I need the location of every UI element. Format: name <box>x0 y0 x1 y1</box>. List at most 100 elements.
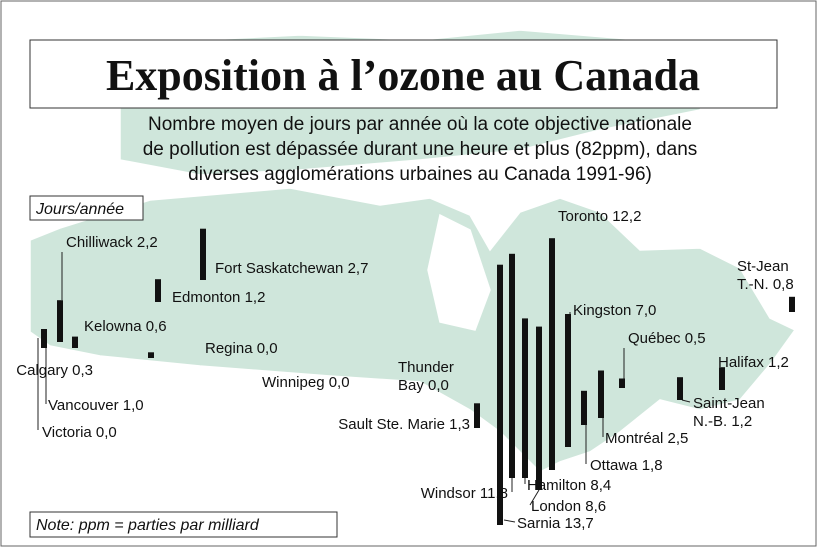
bar <box>509 253 515 478</box>
city-name: Toronto <box>558 208 608 225</box>
note-box <box>29 511 338 538</box>
city-label: London 8,6 <box>531 498 606 515</box>
subtitle-line: de pollution est dépassée durant une heu… <box>143 139 698 160</box>
bar <box>148 352 154 358</box>
unit-box <box>29 195 144 221</box>
city-label: Sault Ste. Marie 1,3 <box>338 416 470 433</box>
city-name: Bay <box>398 377 424 394</box>
bar <box>789 296 795 312</box>
city-name: Saint-Jean <box>693 395 765 412</box>
city-name: St-Jean <box>737 258 789 275</box>
value-label: 0,6 <box>146 318 167 335</box>
bar <box>536 326 542 490</box>
city-label: Windsor 11,8 <box>421 485 508 502</box>
city-name: Montréal <box>605 430 663 447</box>
city-label: Ottawa 1,8 <box>590 457 663 474</box>
value-label: 0,8 <box>773 276 794 293</box>
city-name: Hamilton <box>527 477 586 494</box>
bar <box>522 318 528 478</box>
bar <box>72 336 78 348</box>
city-name: Vancouver <box>48 397 119 414</box>
city-label: Edmonton 1,2 <box>172 289 265 306</box>
city-label: St-Jean T.-N. 0,8 <box>737 258 794 293</box>
value-label: 0,3 <box>72 362 93 379</box>
city-name: London <box>531 498 581 515</box>
leader-line <box>503 519 516 523</box>
city-marks: Victoria 0,0 Vancouver 1,0 Chilliwack 2,2 K… <box>16 208 795 532</box>
city-name: Halifax <box>718 354 764 371</box>
note: Note: ppm = parties par milliard <box>36 517 260 534</box>
bar <box>200 228 206 280</box>
city-name: Fort Saskatchewan <box>215 260 343 277</box>
value-label: 1,2 <box>768 354 789 371</box>
city-label: Winnipeg 0,0 <box>262 374 350 391</box>
value-label: 1,8 <box>642 457 663 474</box>
value-label: 2,5 <box>668 430 689 447</box>
city-name: Sarnia <box>517 515 561 532</box>
value-label: 8,6 <box>585 498 606 515</box>
value-label: 0,0 <box>257 340 278 357</box>
city-name: Ottawa <box>590 457 638 474</box>
city-label: Toronto 12,2 <box>558 208 641 225</box>
value-label: 0,0 <box>96 424 117 441</box>
city-name: Victoria <box>42 424 92 441</box>
value-label: 1,2 <box>731 413 752 430</box>
bar <box>497 264 503 525</box>
subtitle: Nombre moyen de jours par année où la co… <box>143 114 698 185</box>
value-label: 1,3 <box>449 416 470 433</box>
subtitle-line: diverses agglomérations urbaines au Cana… <box>188 164 652 185</box>
city-label: Kelowna 0,6 <box>84 318 167 335</box>
city-name: Winnipeg <box>262 374 325 391</box>
value-label: 0,5 <box>685 330 706 347</box>
city-name: N.-B. <box>693 413 727 430</box>
city-label: Fort Saskatchewan 2,7 <box>215 260 368 277</box>
city-name: T.-N. <box>737 276 769 293</box>
title: Exposition à l’ozone au Canada <box>106 51 700 100</box>
city-label: Hamilton 8,4 <box>527 477 611 494</box>
city-label: Montréal 2,5 <box>605 430 688 447</box>
value-label: 8,4 <box>590 477 611 494</box>
bar <box>474 403 480 428</box>
bar <box>719 367 725 390</box>
city-label: Sarnia 13,7 <box>517 515 594 532</box>
city-label: Thunder Bay 0,0 <box>398 359 454 394</box>
value-label: 1,0 <box>123 397 144 414</box>
bar <box>619 378 625 388</box>
value-label: 2,2 <box>137 234 158 251</box>
city-name: Québec <box>628 330 681 347</box>
city-name: Kingston <box>573 302 631 319</box>
bar <box>41 329 47 348</box>
bar <box>549 238 555 470</box>
title-box <box>29 39 778 109</box>
bar <box>598 370 604 418</box>
value-label: 1,2 <box>245 289 266 306</box>
value-label: 0,0 <box>329 374 350 391</box>
bar <box>57 300 63 342</box>
city-label: Vancouver 1,0 <box>48 397 144 414</box>
city-name: Calgary <box>16 362 68 379</box>
value-label: 7,0 <box>636 302 657 319</box>
city-label: Regina 0,0 <box>205 340 278 357</box>
city-label: Victoria 0,0 <box>42 424 117 441</box>
city-label: Kingston 7,0 <box>573 302 656 319</box>
value-label: 13,7 <box>565 515 594 532</box>
value-label: 0,0 <box>428 377 449 394</box>
city-name: Sault Ste. Marie <box>338 416 445 433</box>
bar <box>677 377 683 400</box>
subtitle-line: Nombre moyen de jours par année où la co… <box>148 114 692 135</box>
city-label: Saint-Jean N.-B. 1,2 <box>693 395 765 430</box>
hudson-bay <box>427 213 491 331</box>
city-label: Calgary 0,3 <box>16 362 93 379</box>
bar <box>565 314 571 447</box>
city-name: Edmonton <box>172 289 240 306</box>
leader-line <box>681 399 691 403</box>
city-name: Chilliwack <box>66 234 133 251</box>
city-label: Chilliwack 2,2 <box>66 234 158 251</box>
value-label: 12,2 <box>612 208 641 225</box>
city-name: Thunder <box>398 359 454 376</box>
city-name: Regina <box>205 340 253 357</box>
value-label: 2,7 <box>348 260 369 277</box>
city-name: Windsor <box>421 485 476 502</box>
bar <box>581 390 587 425</box>
